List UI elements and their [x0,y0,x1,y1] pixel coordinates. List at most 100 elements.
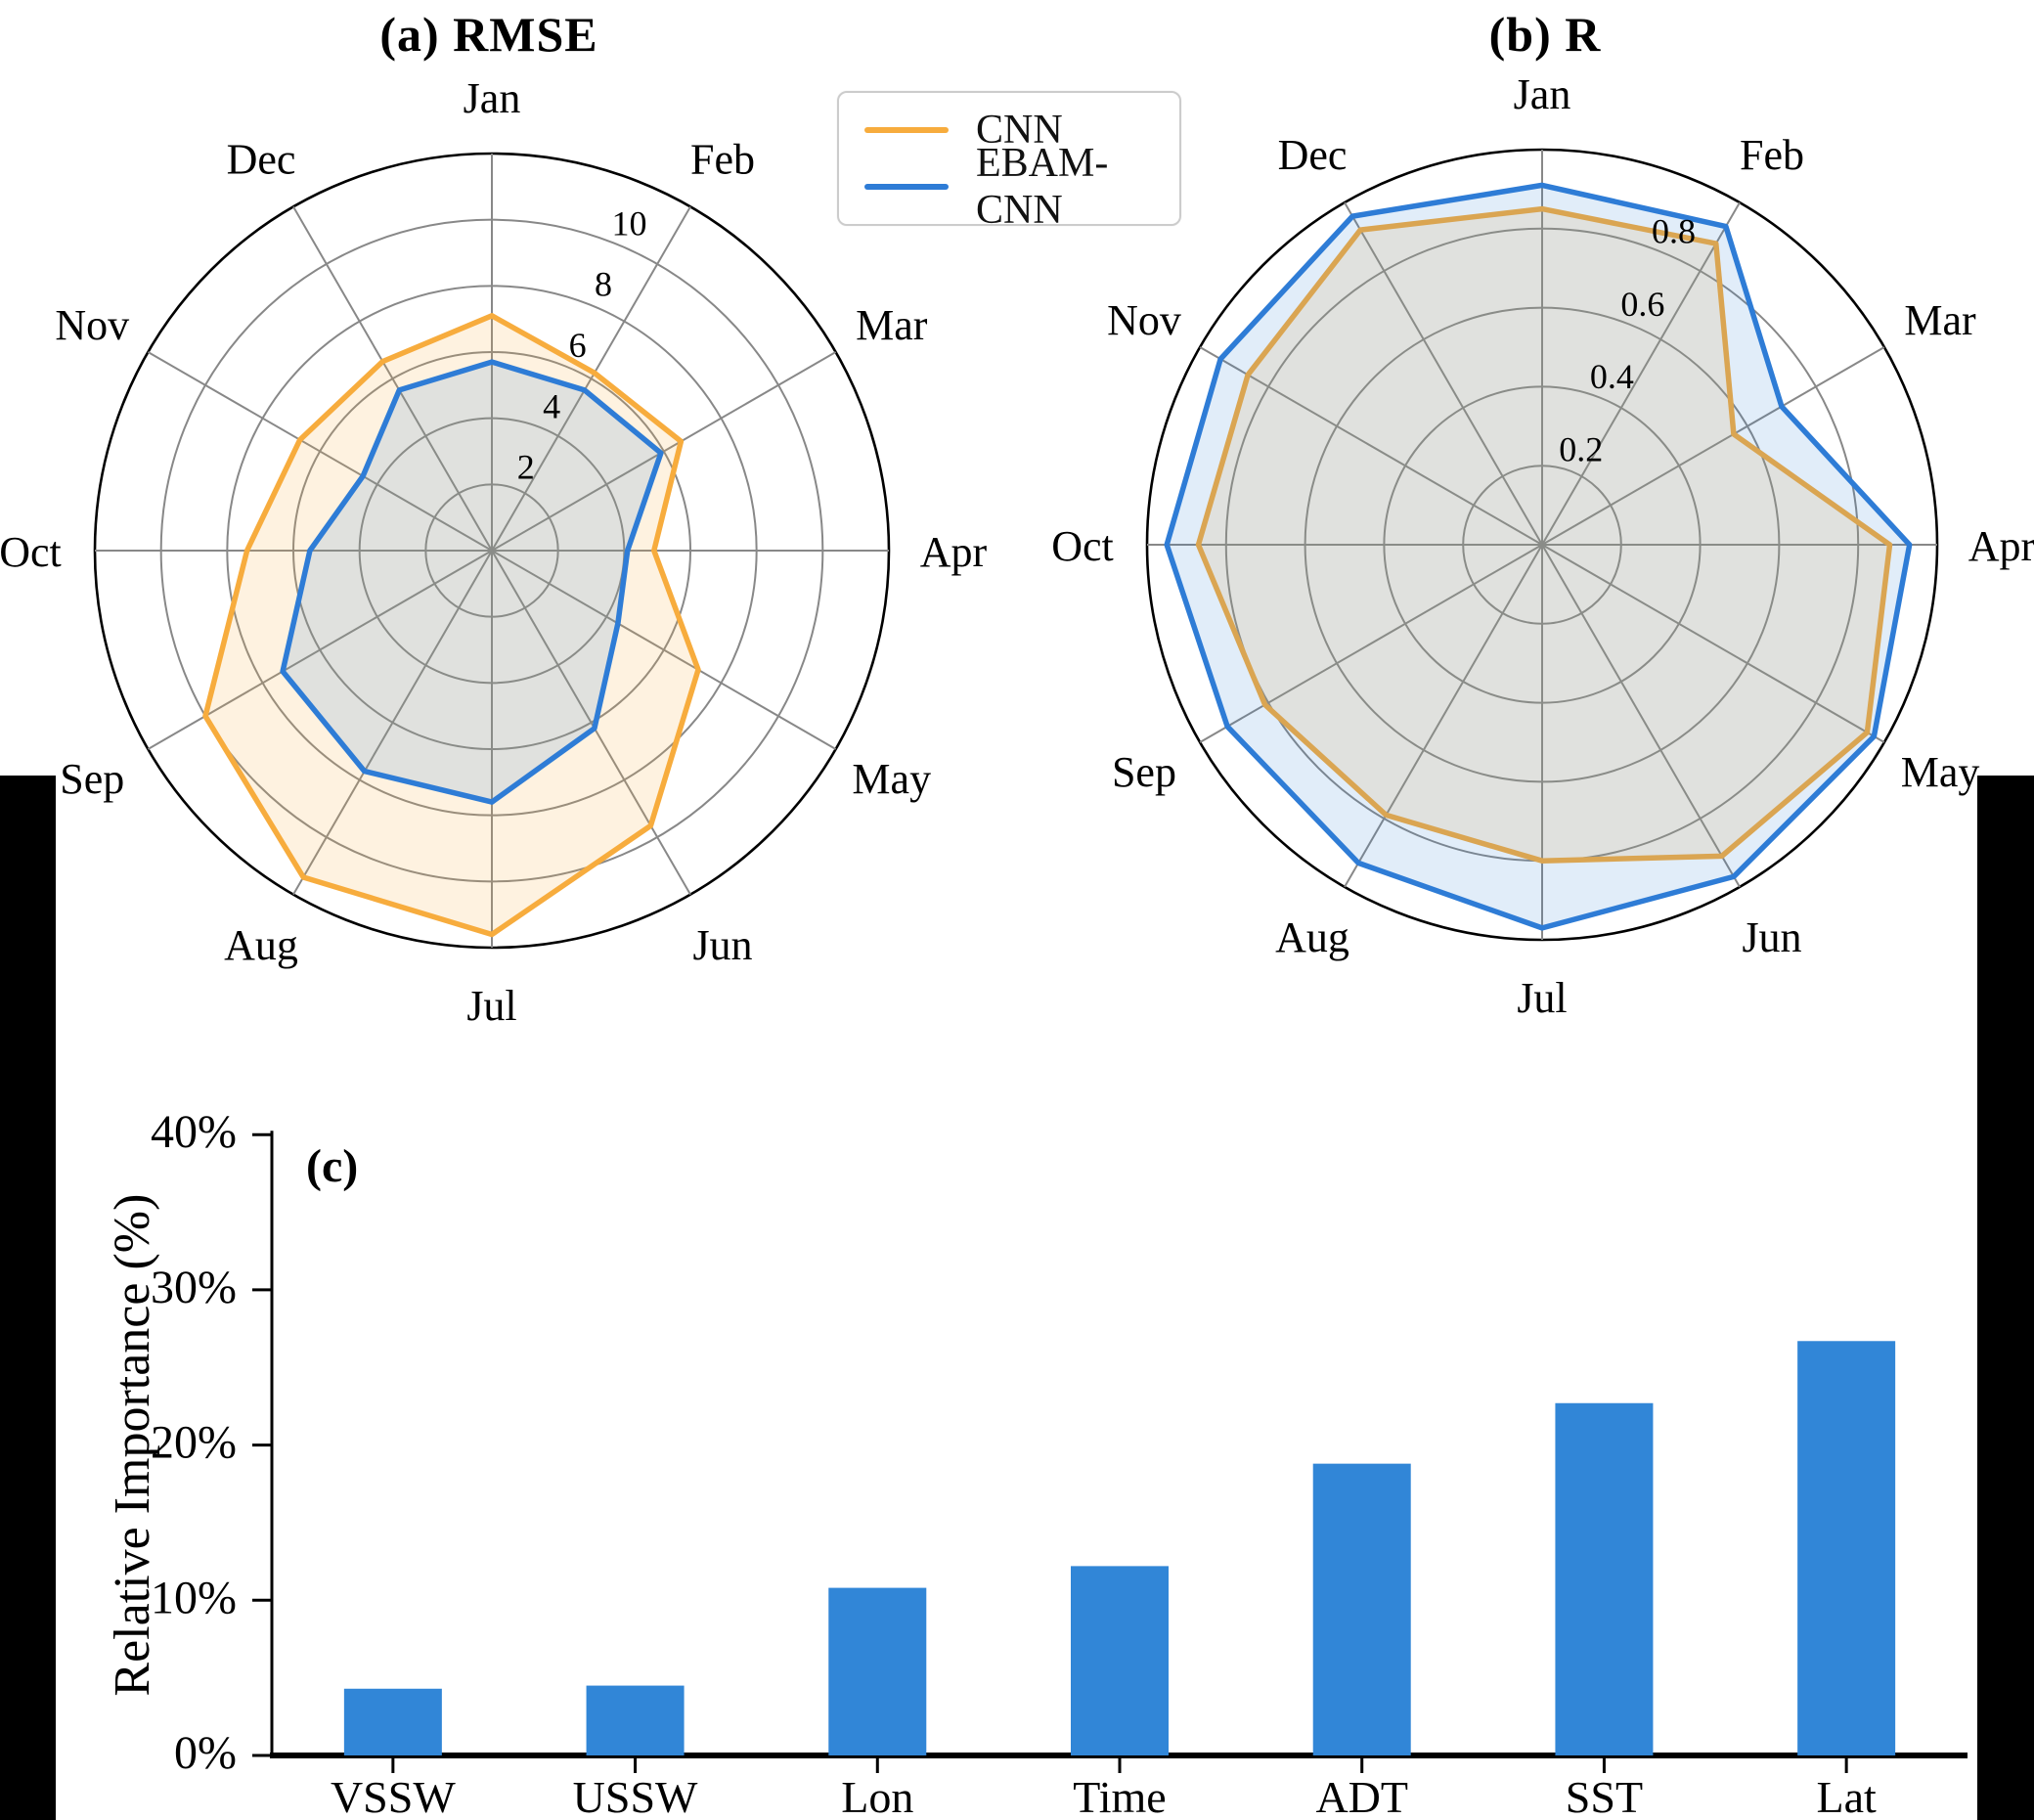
ebam-cnn-series-polygon [1164,182,1913,931]
y-axis-label: Relative Importance (%) [105,1194,160,1697]
angular-gridline [491,550,691,896]
month-label-jun: Jun [1742,913,1801,961]
month-label-jul: Jul [1517,974,1567,1022]
radial-gridline [1304,306,1781,783]
month-label-aug: Aug [1275,913,1349,961]
category-label-lat: Lat [1816,1772,1877,1820]
ebam-cnn-series-polygon [280,359,664,805]
angular-gridline [1344,544,1543,888]
month-label-jun: Jun [692,921,752,969]
month-label-apr: Apr [920,528,988,576]
month-label-sep: Sep [60,755,124,803]
category-label-lon: Lon [841,1772,913,1820]
panel-a-title: (a) RMSE [379,7,598,62]
legend-label-ebam-cnn: EBAM-CNN [976,141,1109,233]
bar-lat [1797,1341,1896,1755]
radial-gridline [1224,227,1860,863]
bar-sst [1555,1402,1654,1755]
y-tick-label: 40% [151,1106,237,1158]
angular-gridline [292,550,493,896]
month-label-aug: Aug [224,921,298,969]
angular-gridline [1541,346,1885,546]
ebam-cnn-line-swatch [864,184,949,190]
cnn-line-swatch [864,127,949,133]
category-label-adt: ADT [1315,1772,1408,1820]
angular-gridline [147,351,493,552]
legend: CNN EBAM-CNN [837,91,1181,233]
radial-tick-label: 8 [595,265,612,304]
category-label-time: Time [1073,1772,1166,1820]
radial-tick-label: 6 [569,326,587,365]
angular-gridline [1541,544,1885,743]
y-tick-label: 0% [174,1727,237,1779]
month-label-jan: Jan [464,74,521,122]
month-label-mar: Mar [856,301,928,349]
month-label-feb: Feb [1740,131,1804,179]
month-label-may: May [852,755,931,803]
panel-b-title: (b) R [1488,7,1602,62]
legend-item-ebam-cnn: EBAM-CNN [839,141,1179,233]
angular-gridline [1541,544,1741,888]
bar-lon [828,1587,927,1755]
radial-gridline [1383,385,1702,704]
radial-gridline [1462,465,1622,625]
month-label-mar: Mar [1904,296,1976,344]
angular-gridline [491,205,691,552]
y-tick-label: 30% [151,1262,237,1313]
bar-vssw [343,1688,442,1755]
radial-tick-label: 0.4 [1590,357,1634,396]
month-label-oct: Oct [0,528,62,576]
month-label-sep: Sep [1112,748,1176,796]
month-label-dec: Dec [227,135,296,183]
radial-gridline [424,483,559,618]
angular-gridline [1199,346,1543,546]
radial-gridline [226,285,758,817]
month-label-feb: Feb [690,135,755,183]
y-tick-label: 10% [151,1572,237,1623]
radial-gridline [358,417,626,685]
angular-gridline [292,205,493,552]
month-label-dec: Dec [1278,131,1348,179]
angular-gridline [147,550,493,750]
bar-ussw [586,1685,685,1755]
month-label-jan: Jan [1514,70,1571,118]
month-label-nov: Nov [55,301,129,349]
radial-tick-label: 0.8 [1652,211,1696,250]
cnn-series-polygon [202,313,701,938]
angular-gridline [491,550,837,750]
angular-gridline [1541,201,1741,546]
panel-c-label: (c) [306,1140,358,1192]
left-black-band [0,776,56,1820]
angular-gridline [491,351,837,552]
radial-tick-label: 4 [543,386,560,425]
outer-circle [93,152,891,950]
month-label-nov: Nov [1107,296,1181,344]
radial-gridline [159,218,824,883]
month-label-apr: Apr [1968,522,2034,570]
radial-tick-label: 2 [517,448,535,487]
legend-item-cnn: CNN [839,108,1179,153]
cnn-series-polygon [1195,205,1893,864]
month-label-oct: Oct [1051,522,1114,570]
angular-gridline [1199,544,1543,743]
radial-tick-label: 0.6 [1620,285,1664,324]
month-label-jul: Jul [466,982,516,1030]
angular-gridline [1344,201,1543,546]
y-tick-label: 20% [151,1417,237,1469]
month-label-may: May [1901,748,1980,796]
category-label-sst: SST [1566,1772,1643,1820]
radial-tick-label: 0.2 [1559,430,1603,469]
category-label-ussw: USSW [573,1772,698,1820]
bar-time [1071,1566,1169,1755]
right-black-band [1977,776,2034,1820]
radial-tick-label: 10 [611,203,646,243]
category-label-vssw: VSSW [331,1772,456,1820]
outer-circle [1145,148,1939,942]
radial-gridline [292,351,691,750]
legend-label-cnn: CNN [976,108,1063,153]
bar-adt [1312,1463,1411,1755]
